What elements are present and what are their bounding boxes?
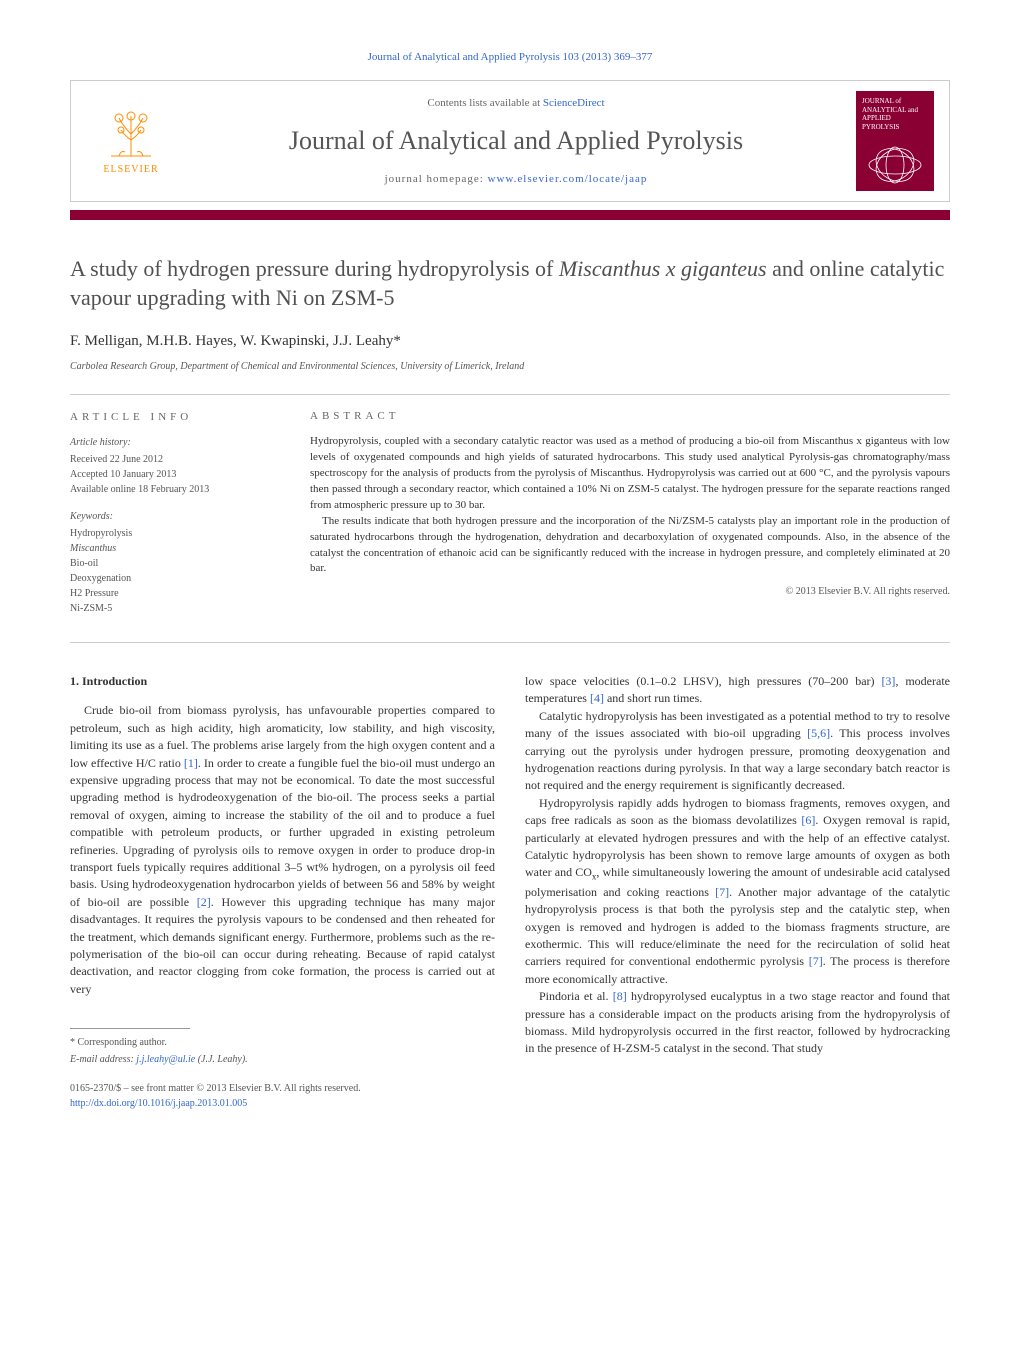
journal-cover-thumbnail: JOURNAL of ANALYTICAL and APPLIED PYROLY… bbox=[856, 91, 934, 191]
abstract-p2: The results indicate that both hydrogen … bbox=[310, 514, 950, 578]
contents-prefix: Contents lists available at bbox=[427, 97, 542, 109]
abstract-heading: ABSTRACT bbox=[310, 409, 950, 424]
article-info-column: ARTICLE INFO Article history: Received 2… bbox=[70, 409, 280, 629]
section-heading-intro: 1. Introduction bbox=[70, 673, 495, 690]
journal-citation: Journal of Analytical and Applied Pyroly… bbox=[70, 50, 950, 65]
elsevier-label: ELSEVIER bbox=[103, 163, 158, 177]
text: and short run times. bbox=[604, 691, 702, 705]
ref-link[interactable]: [2] bbox=[197, 895, 211, 909]
article-title: A study of hydrogen pressure during hydr… bbox=[70, 255, 950, 312]
title-species: Miscanthus x giganteus bbox=[559, 256, 767, 281]
journal-header: ELSEVIER Contents lists available at Sci… bbox=[70, 80, 950, 202]
ref-link[interactable]: [7] bbox=[809, 954, 823, 968]
doi-link[interactable]: http://dx.doi.org/10.1016/j.jaap.2013.01… bbox=[70, 1098, 247, 1109]
keyword: H2 Pressure bbox=[70, 586, 280, 601]
ref-link[interactable]: [7] bbox=[715, 885, 729, 899]
issn-line: 0165-2370/$ – see front matter © 2013 El… bbox=[70, 1081, 495, 1096]
affiliation: Carbolea Research Group, Department of C… bbox=[70, 360, 950, 374]
text: . However this upgrading technique has m… bbox=[70, 895, 495, 996]
journal-homepage: journal homepage: www.elsevier.com/locat… bbox=[176, 172, 856, 187]
authors-list: F. Melligan, M.H.B. Hayes, W. Kwapinski,… bbox=[70, 331, 950, 352]
body-paragraph: low space velocities (0.1–0.2 LHSV), hig… bbox=[525, 673, 950, 708]
email-label: E-mail address: bbox=[70, 1054, 136, 1065]
body-paragraph: Hydropyrolysis rapidly adds hydrogen to … bbox=[525, 795, 950, 988]
elsevier-logo: ELSEVIER bbox=[86, 96, 176, 186]
abstract-copyright: © 2013 Elsevier B.V. All rights reserved… bbox=[310, 585, 950, 599]
corresponding-author: * Corresponding author. bbox=[70, 1035, 495, 1050]
sciencedirect-link[interactable]: ScienceDirect bbox=[543, 97, 605, 109]
divider bbox=[70, 642, 950, 643]
cover-title: JOURNAL of ANALYTICAL and APPLIED PYROLY… bbox=[862, 97, 928, 131]
text: Pindoria et al. bbox=[539, 989, 613, 1003]
contents-available: Contents lists available at ScienceDirec… bbox=[176, 96, 856, 111]
homepage-prefix: journal homepage: bbox=[385, 173, 488, 185]
color-bar bbox=[70, 210, 950, 220]
title-pre: A study of hydrogen pressure during hydr… bbox=[70, 256, 559, 281]
ref-link[interactable]: [5,6] bbox=[807, 726, 830, 740]
online-date: Available online 18 February 2013 bbox=[70, 482, 280, 497]
keyword: Ni-ZSM-5 bbox=[70, 601, 280, 616]
keywords-label: Keywords: bbox=[70, 509, 280, 524]
cover-graphic-icon bbox=[862, 145, 928, 185]
text: . In order to create a fungible fuel the… bbox=[70, 756, 495, 909]
ref-link[interactable]: [3] bbox=[881, 674, 895, 688]
email-name: (J.J. Leahy). bbox=[195, 1054, 247, 1065]
ref-link[interactable]: [1] bbox=[184, 756, 198, 770]
left-column: 1. Introduction Crude bio-oil from bioma… bbox=[70, 673, 495, 1111]
keyword: Miscanthus bbox=[70, 541, 280, 556]
ref-link[interactable]: [4] bbox=[590, 691, 604, 705]
text: low space velocities (0.1–0.2 LHSV), hig… bbox=[525, 674, 881, 688]
journal-name: Journal of Analytical and Applied Pyroly… bbox=[176, 123, 856, 159]
keyword: Deoxygenation bbox=[70, 571, 280, 586]
keyword: Bio-oil bbox=[70, 556, 280, 571]
received-date: Received 22 June 2012 bbox=[70, 452, 280, 467]
footer-block: * Corresponding author. E-mail address: … bbox=[70, 1028, 495, 1111]
body-paragraph: Pindoria et al. [8] hydropyrolysed eucal… bbox=[525, 988, 950, 1058]
elsevier-tree-icon bbox=[101, 106, 161, 161]
intro-paragraph: Crude bio-oil from biomass pyrolysis, ha… bbox=[70, 702, 495, 998]
email-line: E-mail address: j.j.leahy@ul.ie (J.J. Le… bbox=[70, 1052, 495, 1067]
accepted-date: Accepted 10 January 2013 bbox=[70, 467, 280, 482]
email-link[interactable]: j.j.leahy@ul.ie bbox=[136, 1054, 195, 1065]
abstract-column: ABSTRACT Hydropyrolysis, coupled with a … bbox=[310, 409, 950, 629]
abstract-p1: Hydropyrolysis, coupled with a secondary… bbox=[310, 434, 950, 514]
article-info-heading: ARTICLE INFO bbox=[70, 409, 280, 426]
footer-divider bbox=[70, 1028, 190, 1029]
homepage-link[interactable]: www.elsevier.com/locate/jaap bbox=[488, 173, 648, 185]
body-paragraph: Catalytic hydropyrolysis has been invest… bbox=[525, 708, 950, 795]
right-column: low space velocities (0.1–0.2 LHSV), hig… bbox=[525, 673, 950, 1111]
history-label: Article history: bbox=[70, 435, 280, 450]
ref-link[interactable]: [8] bbox=[613, 989, 627, 1003]
keyword: Hydropyrolysis bbox=[70, 526, 280, 541]
ref-link[interactable]: [6] bbox=[801, 813, 815, 827]
